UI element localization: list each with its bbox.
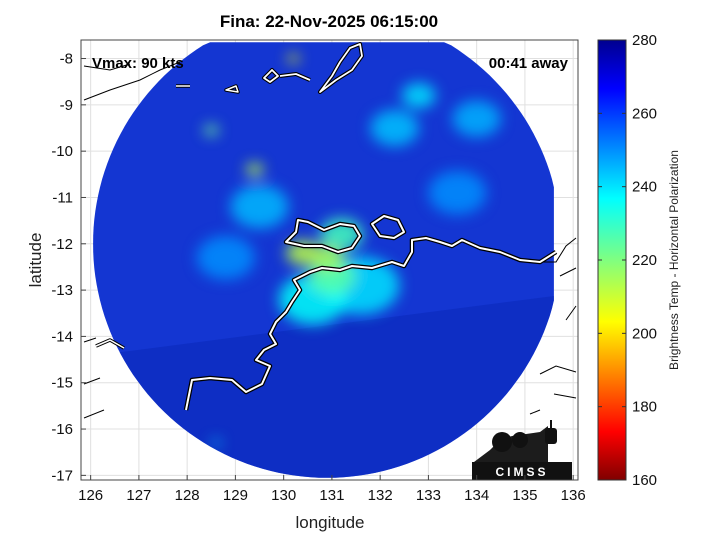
x-tick-label: 136 — [561, 487, 586, 504]
logo-text: CIMSS — [495, 465, 548, 479]
x-tick-label: 134 — [464, 487, 489, 504]
colorbar-tick-label: 280 — [632, 32, 657, 49]
convection-cell — [401, 82, 436, 109]
x-tick-label: 133 — [416, 487, 441, 504]
plot-frame — [80, 39, 579, 481]
x-tick-label: 129 — [223, 487, 248, 504]
y-tick-label: -17 — [51, 467, 73, 484]
y-tick-label: -16 — [51, 421, 73, 438]
y-tick-label: -13 — [51, 282, 73, 299]
x-tick-label: 128 — [175, 487, 200, 504]
colorbar-tick-label: 240 — [632, 179, 657, 196]
y-axis-label: latitude — [26, 233, 45, 288]
x-tick-label: 127 — [126, 487, 151, 504]
axis-ticks: 126 127 128 129 130 131 132 133 134 135 136 -8 -9 -10… — [51, 51, 585, 504]
colorbar-label: Brightness Temp - Horizontal Polarizatio… — [667, 150, 681, 370]
x-axis-label: longitude — [295, 513, 364, 532]
y-tick-label: -8 — [60, 51, 73, 68]
convection-cell — [196, 235, 255, 280]
convection-cell — [211, 439, 221, 447]
convection-cell — [246, 163, 264, 177]
convection-cell — [204, 124, 219, 136]
coastline-outside — [83, 61, 577, 419]
y-tick-label: -9 — [60, 97, 73, 114]
x-tick-label: 126 — [78, 487, 103, 504]
convection-cell — [287, 54, 300, 63]
colorbar-tick-label: 180 — [632, 399, 657, 416]
colorbar-ticks: 160 180 200 220 240 260 280 — [598, 32, 657, 489]
convection-cell — [230, 185, 289, 229]
x-tick-label: 131 — [319, 487, 344, 504]
y-tick-label: -11 — [52, 189, 73, 206]
colorbar-tick-label: 160 — [632, 472, 657, 489]
land-outline — [95, 42, 558, 411]
colorbar-tick-label: 260 — [632, 105, 657, 122]
y-tick-label: -14 — [51, 328, 73, 345]
x-tick-label: 135 — [512, 487, 537, 504]
cimss-logo: CIMSS — [472, 420, 572, 480]
y-tick-label: -15 — [51, 375, 73, 392]
x-tick-label: 132 — [368, 487, 393, 504]
colorbar-tick-label: 220 — [632, 252, 657, 269]
convection-cell — [452, 100, 501, 137]
time-away-annotation: 00:41 away — [489, 55, 569, 72]
y-tick-label: -12 — [51, 236, 73, 253]
convection-cell — [428, 171, 487, 215]
chart-title: Fina: 22-Nov-2025 06:15:00 — [219, 12, 439, 31]
colorbar — [597, 39, 627, 481]
convection-cell — [370, 109, 419, 147]
y-tick-label: -10 — [51, 143, 73, 160]
colorbar-tick-label: 200 — [632, 325, 657, 342]
vmax-annotation: Vmax: 90 kts — [92, 55, 184, 72]
x-tick-label: 130 — [271, 487, 296, 504]
